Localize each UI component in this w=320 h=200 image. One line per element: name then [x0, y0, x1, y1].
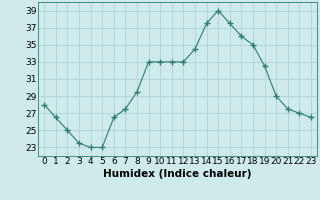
X-axis label: Humidex (Indice chaleur): Humidex (Indice chaleur): [103, 169, 252, 179]
